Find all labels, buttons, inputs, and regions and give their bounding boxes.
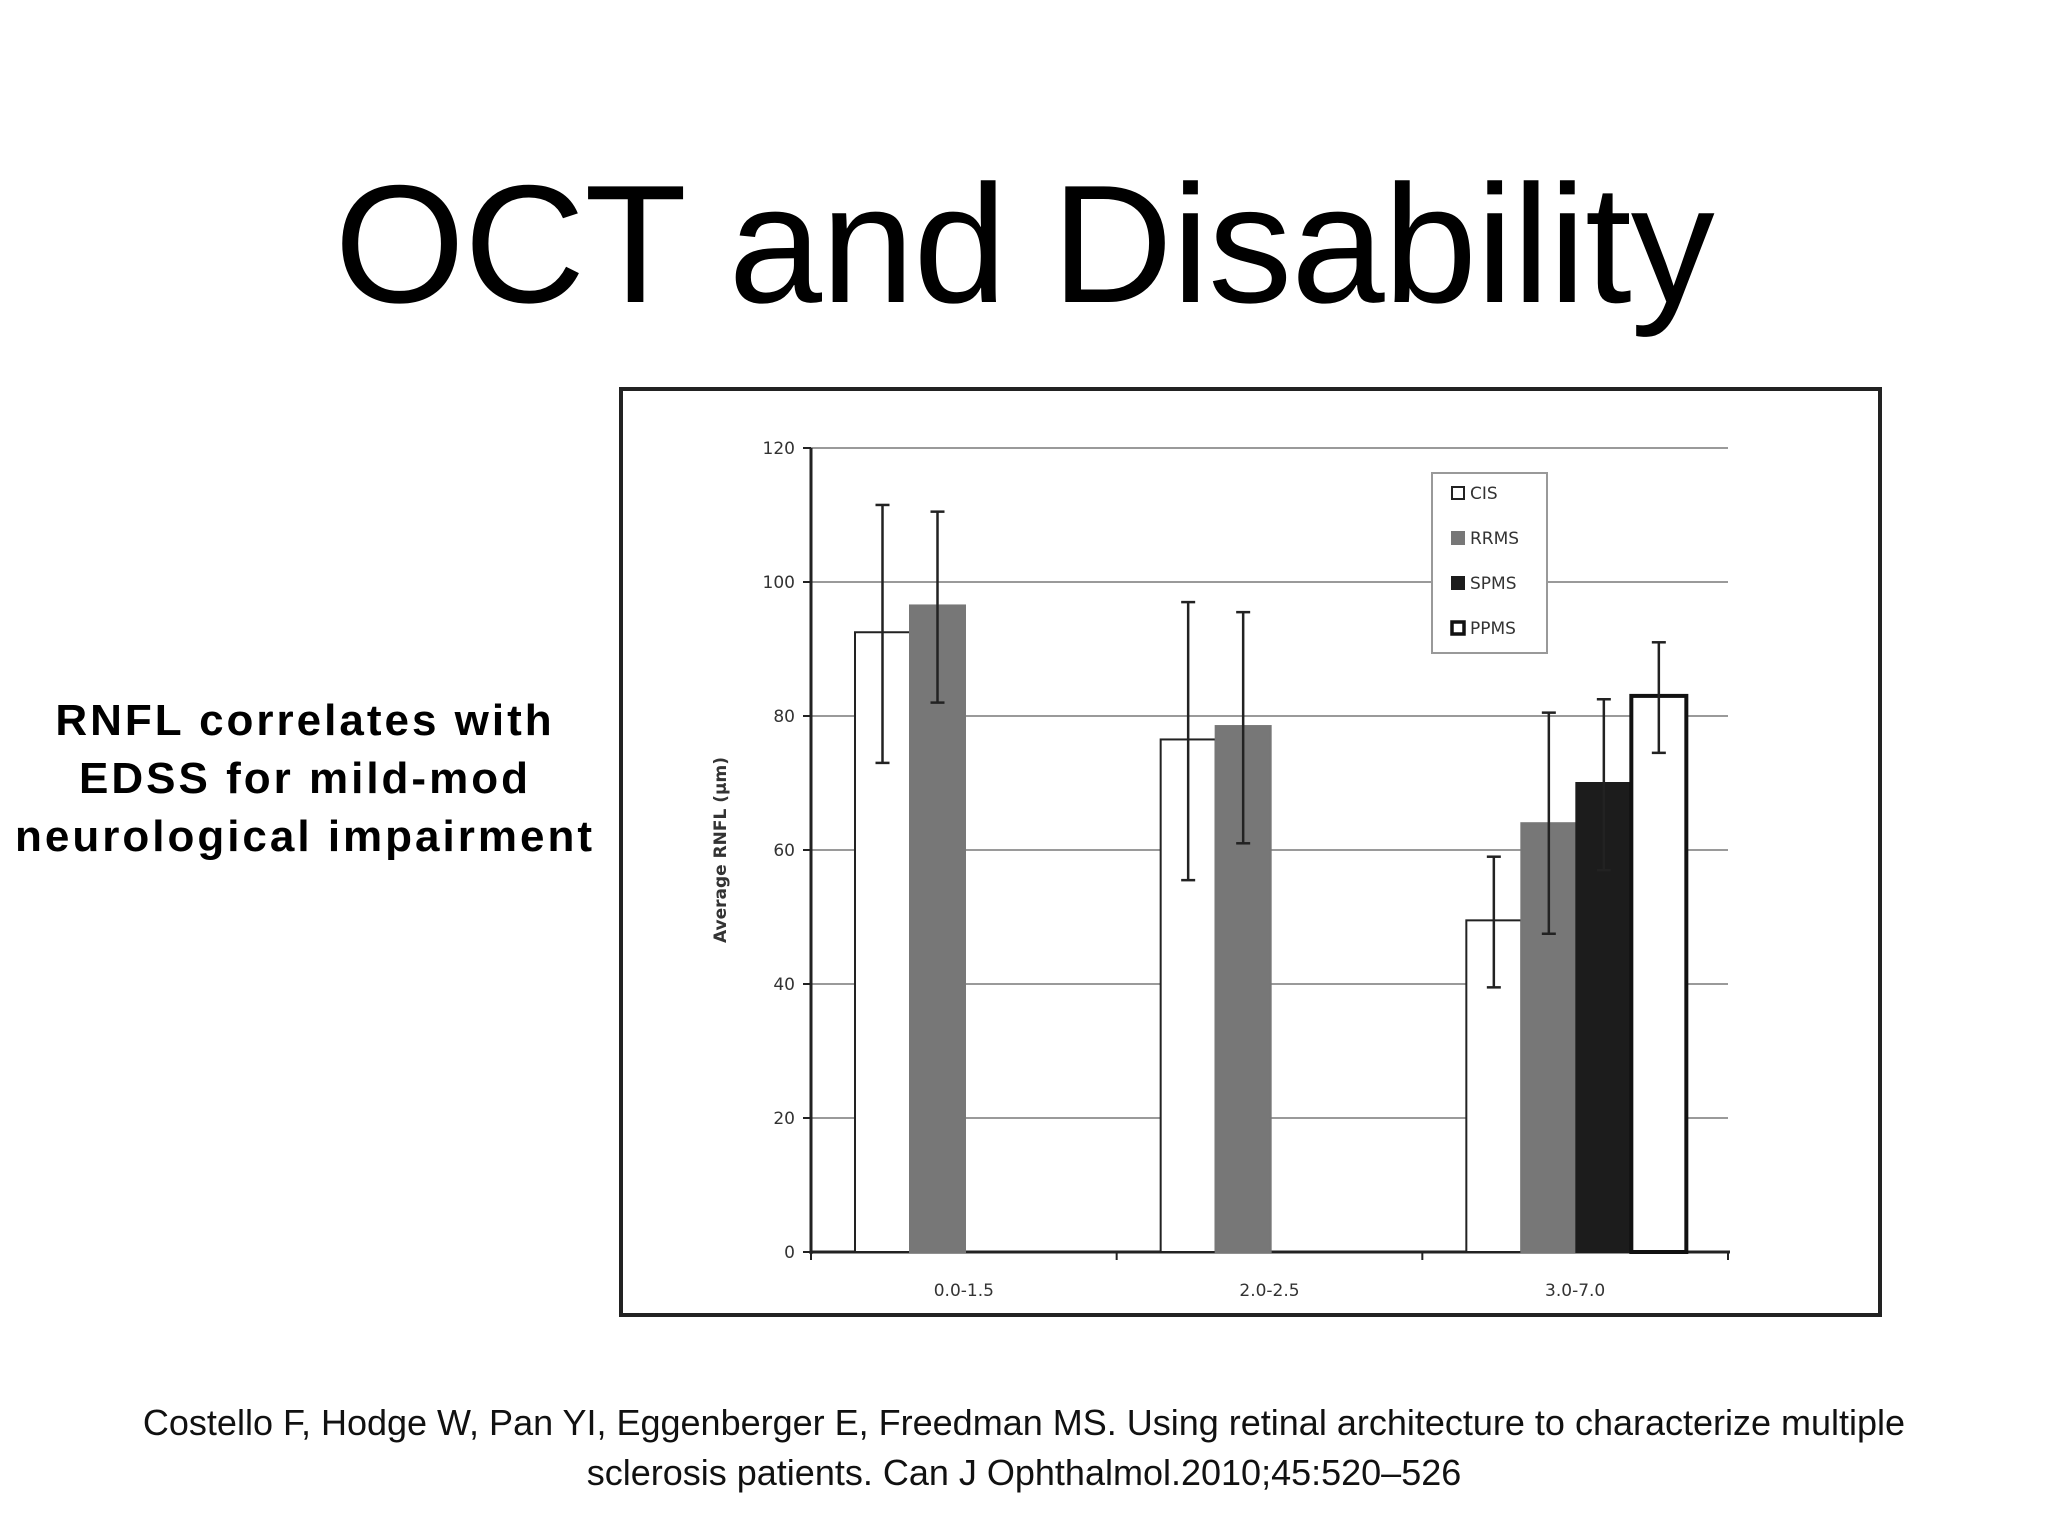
y-tick-label: 0 (784, 1243, 795, 1263)
y-axis-label: Average RNFL (µm) (711, 757, 731, 943)
legend-label: PPMS (1470, 619, 1516, 639)
legend-swatch-rrms (1451, 531, 1465, 545)
legend-swatch-spms (1451, 576, 1465, 590)
side-note-line: EDSS for mild-mod (79, 754, 531, 803)
side-note-line: RNFL correlates with (55, 696, 555, 745)
y-tick-label: 120 (763, 439, 795, 459)
legend-swatch-ppms (1450, 620, 1466, 636)
slide-title: OCT and Disability (334, 150, 1714, 338)
citation-line: sclerosis patients. Can J Ophthalmol.201… (586, 1452, 1462, 1493)
x-tick-label: 0.0-1.5 (934, 1281, 994, 1301)
citation: Costello F, Hodge W, Pan YI, Eggenberger… (0, 1398, 2048, 1498)
y-tick-label: 100 (763, 573, 795, 593)
y-tick-label: 20 (773, 1109, 795, 1129)
citation-line: Costello F, Hodge W, Pan YI, Eggenberger… (142, 1402, 1906, 1443)
legend-label: RRMS (1470, 529, 1519, 549)
y-tick-label: 40 (773, 975, 795, 995)
y-tick-label: 80 (773, 707, 795, 727)
rnfl-bar-chart: 0 20 40 60 80 100 120 Average RNFL (µm) 0.0-1.5 2… (711, 439, 1730, 1301)
chart-frame: 0 20 40 60 80 100 120 Average RNFL (µm) 0.0-1.5 2… (619, 387, 1882, 1317)
legend-label: CIS (1470, 484, 1498, 504)
side-note-line: neurological impairment (15, 812, 595, 861)
bar-ppms (1629, 693, 1689, 1254)
legend-label: SPMS (1470, 574, 1517, 594)
x-tick-label: 2.0-2.5 (1239, 1281, 1299, 1301)
x-tick-label: 3.0-7.0 (1545, 1281, 1605, 1301)
side-note: RNFL correlates with EDSS for mild-mod n… (0, 692, 610, 866)
y-tick-label: 60 (773, 841, 795, 861)
legend-swatch-cis (1451, 486, 1465, 500)
